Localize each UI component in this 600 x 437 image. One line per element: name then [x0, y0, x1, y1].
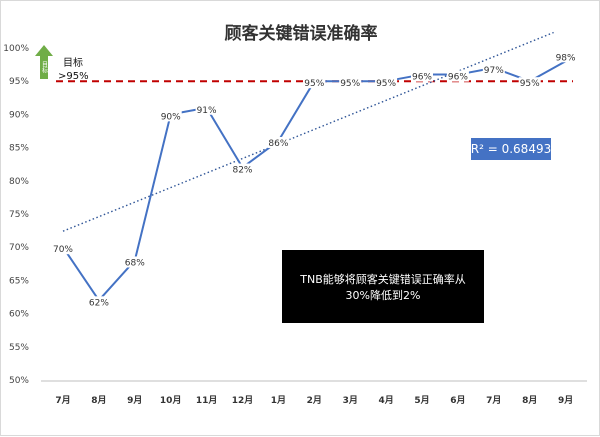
chart-title: 顾客关键错误准确率: [225, 23, 378, 44]
trendline: [62, 31, 554, 232]
x-axis: 7月 8月 9月 10月 11月 12月 1月 2月 3月 4月 5月 6月 7月 8月 9月: [55, 395, 573, 406]
data-label: 97%: [484, 66, 504, 76]
x-tick-label: 11月: [196, 395, 218, 406]
x-tick-label: 6月: [450, 395, 465, 406]
data-label-bg: [87, 296, 110, 308]
up-arrow-text: 目标: [41, 61, 48, 74]
target-value: >95%: [58, 71, 89, 82]
y-tick-label: 65%: [9, 276, 29, 286]
data-label-bg: [123, 256, 146, 268]
annotation-line-2: 30%降低到2%: [346, 288, 421, 302]
x-tick-label: 5月: [414, 395, 429, 406]
x-tick-label: 8月: [522, 395, 537, 406]
x-tick-label: 12月: [232, 395, 254, 406]
data-labels: 70% 62% 68% 90% 91% 82% 86% 95% 95% 95% 96% 96% 97% 9…: [52, 51, 577, 308]
y-tick-label: 70%: [9, 243, 29, 253]
data-label-bg: [159, 110, 182, 122]
x-tick-label: 7月: [55, 395, 70, 406]
y-tick-label: 50%: [9, 376, 29, 386]
data-label: 82%: [232, 166, 252, 176]
x-tick-label: 7月: [486, 395, 501, 406]
y-axis: 50% 55% 60% 65% 70% 75% 80% 85% 90% 95% 100%: [3, 44, 29, 386]
y-tick-label: 100%: [3, 44, 29, 54]
data-label: 90%: [161, 112, 181, 122]
y-tick-label: 85%: [9, 144, 29, 154]
data-label: 96%: [448, 73, 468, 83]
target-label: 目标: [63, 57, 83, 69]
r-squared-box: [471, 138, 551, 160]
x-tick-label: 8月: [91, 395, 106, 406]
up-arrow-icon: 目标: [35, 45, 53, 79]
data-label-bg: [231, 163, 254, 175]
data-label-bg: [339, 77, 362, 89]
up-arrow-shape: [35, 45, 53, 79]
data-label-bg: [375, 77, 398, 89]
x-tick-label: 9月: [558, 395, 573, 406]
data-label-bg: [303, 77, 326, 89]
annotation-line-1: TNB能够将顾客关键错误正确率从: [299, 272, 466, 286]
x-tick-label: 4月: [378, 395, 393, 406]
data-label: 62%: [89, 298, 109, 308]
y-tick-label: 90%: [9, 110, 29, 120]
data-label: 91%: [197, 106, 217, 116]
y-tick-label: 55%: [9, 343, 29, 353]
data-label-bg: [267, 136, 290, 148]
r-squared-label: R² = 0.68493: [471, 142, 551, 156]
data-label: 96%: [412, 73, 432, 83]
annotation-box: [282, 250, 484, 323]
data-label: 70%: [53, 245, 73, 255]
data-label-bg: [195, 103, 218, 115]
data-label: 86%: [268, 139, 288, 149]
y-tick-label: 80%: [9, 177, 29, 187]
data-label-bg: [411, 70, 433, 82]
data-label-bg: [446, 70, 469, 82]
x-tick-label: 10月: [160, 395, 182, 406]
data-label: 95%: [304, 79, 324, 89]
data-label: 68%: [125, 258, 145, 268]
data-label: 95%: [520, 79, 540, 89]
data-label: 98%: [556, 53, 576, 63]
data-label: 95%: [340, 79, 360, 89]
x-tick-label: 1月: [271, 395, 286, 406]
y-tick-label: 75%: [9, 210, 29, 220]
x-tick-label: 2月: [307, 395, 322, 406]
y-tick-label: 60%: [9, 310, 29, 320]
data-label-bg: [554, 51, 577, 63]
data-label-bg: [52, 243, 74, 255]
data-label: 95%: [376, 79, 396, 89]
x-tick-label: 9月: [127, 395, 142, 406]
y-tick-label: 95%: [9, 77, 29, 87]
x-tick-label: 3月: [343, 395, 358, 406]
data-label-bg: [482, 63, 505, 75]
data-label-bg: [518, 77, 541, 89]
